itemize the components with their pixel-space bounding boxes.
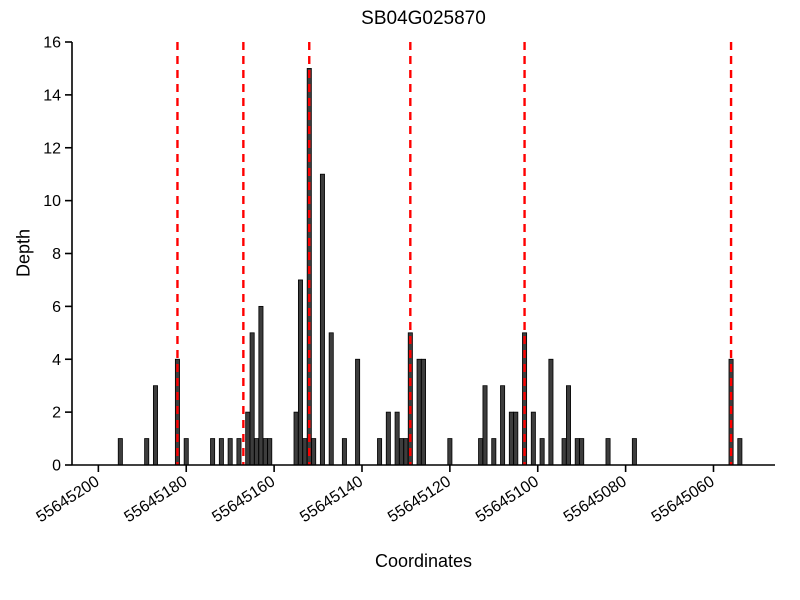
depth-bar: [249, 332, 255, 466]
depth-bar: [737, 438, 743, 466]
depth-bar: [302, 438, 308, 466]
x-tick-label: 55645180: [121, 473, 190, 526]
depth-bar: [508, 411, 514, 466]
y-tick-label: 16: [43, 35, 61, 52]
y-tick-label: 8: [52, 246, 61, 263]
depth-bar: [491, 438, 497, 466]
depth-bar: [258, 305, 264, 466]
depth-bar: [267, 438, 273, 466]
x-tick-label: 55645140: [297, 473, 366, 526]
depth-bar: [254, 438, 260, 466]
y-tick-label: 12: [43, 140, 61, 157]
depth-bar: [355, 358, 361, 466]
depth-bar: [297, 279, 303, 466]
x-axis-label: Coordinates: [374, 551, 473, 571]
depth-bar: [561, 438, 567, 466]
chart-title: SB04G025870: [361, 8, 486, 29]
depth-bar: [377, 438, 383, 466]
depth-bar: [210, 438, 216, 466]
depth-bar: [311, 438, 317, 466]
depth-bar: [218, 438, 224, 466]
depth-bar: [385, 411, 391, 466]
x-tick-label: 55645120: [385, 473, 454, 526]
depth-bar: [566, 385, 571, 466]
y-tick-label: 4: [52, 352, 61, 369]
depth-bar: [328, 332, 334, 466]
y-tick-label: 2: [52, 405, 61, 422]
depth-bar: [482, 385, 488, 466]
depth-bar: [513, 411, 519, 466]
x-tick-label: 55645100: [473, 473, 542, 526]
y-tick-label: 0: [52, 458, 61, 475]
depth-bar: [262, 438, 268, 466]
y-tick-label: 6: [52, 299, 61, 316]
depth-bar: [605, 438, 611, 466]
depth-bar: [539, 438, 545, 466]
depth-bar: [236, 438, 242, 466]
x-tick-label: 55645200: [34, 473, 103, 526]
depth-bar: [421, 358, 426, 466]
y-tick-label: 14: [43, 87, 61, 104]
depth-bar: [399, 438, 405, 466]
depth-bar: [144, 438, 150, 466]
depth-bar: [227, 438, 233, 466]
depth-bar: [548, 358, 554, 466]
depth-bar: [394, 411, 400, 466]
depth-bar: [631, 438, 637, 466]
depth-bar: [293, 411, 299, 466]
depth-bar: [117, 438, 123, 466]
depth-bar: [341, 438, 347, 466]
depth-bar: [478, 438, 484, 466]
depth-bar: [574, 438, 580, 466]
depth-bar: [416, 358, 422, 466]
x-tick-label: 55645080: [561, 473, 630, 526]
depth-bar: [245, 411, 251, 466]
depth-bar: [152, 385, 158, 466]
x-tick-label: 55645060: [649, 473, 718, 526]
x-tick-label: 55645160: [209, 473, 278, 526]
y-tick-label: 10: [43, 193, 61, 210]
depth-bar: [319, 173, 325, 466]
depth-bar: [403, 438, 409, 466]
depth-bar: [579, 438, 585, 466]
depth-bar: [183, 438, 189, 466]
depth-bar: [500, 385, 506, 466]
depth-bar: [530, 411, 536, 466]
depth-bar: [447, 438, 453, 466]
